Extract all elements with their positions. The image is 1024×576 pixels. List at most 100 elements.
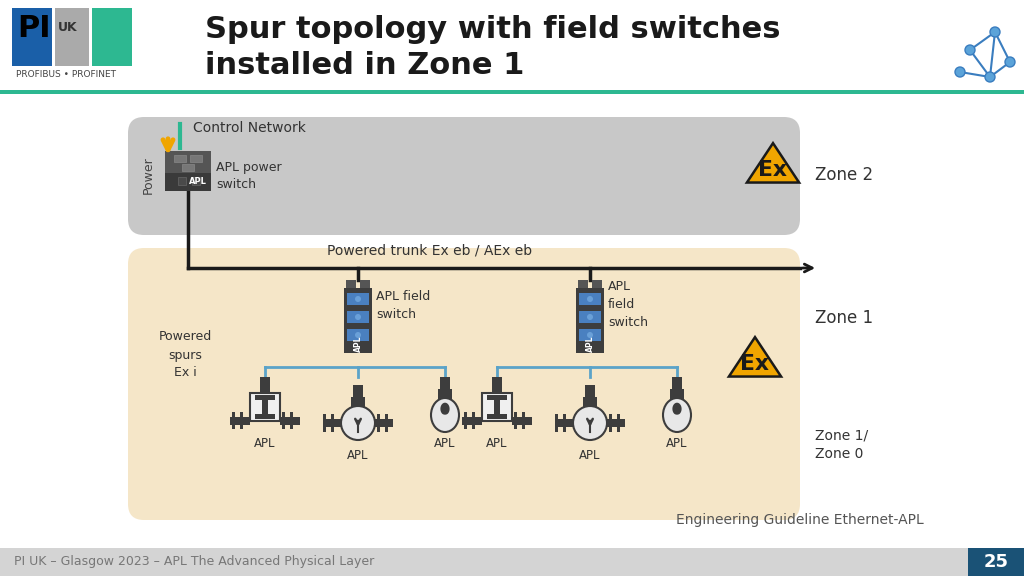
Bar [0, 90, 1024, 94]
Bar [232, 424, 234, 429]
Circle shape [573, 406, 607, 440]
Bar [351, 397, 365, 407]
Bar [670, 389, 684, 399]
Circle shape [355, 314, 361, 320]
Bar [377, 414, 380, 419]
Bar [482, 393, 512, 421]
Bar [190, 155, 202, 162]
Text: APL: APL [347, 449, 369, 462]
Bar [260, 377, 270, 393]
Bar [563, 414, 566, 419]
Text: Control Network: Control Network [193, 121, 306, 135]
Ellipse shape [431, 398, 459, 432]
Bar [555, 427, 558, 432]
Bar [323, 427, 326, 432]
Bar [331, 414, 334, 419]
Text: APL power
switch: APL power switch [216, 161, 282, 191]
Bar [250, 393, 280, 421]
Circle shape [955, 67, 965, 77]
Text: Engineering Guideline Ethernet-APL: Engineering Guideline Ethernet-APL [676, 513, 924, 527]
Circle shape [965, 45, 975, 55]
Bar [607, 419, 625, 427]
Bar [12, 8, 52, 66]
Circle shape [587, 296, 593, 302]
Bar [165, 151, 211, 173]
Circle shape [1005, 57, 1015, 67]
Bar [347, 311, 369, 323]
Text: APL: APL [667, 437, 688, 450]
Bar [487, 414, 507, 419]
FancyBboxPatch shape [128, 248, 800, 520]
Polygon shape [440, 403, 450, 415]
Text: Ex: Ex [740, 354, 769, 374]
Bar [609, 414, 612, 419]
Bar [514, 424, 517, 429]
Text: PI: PI [17, 14, 50, 43]
Text: APL: APL [189, 176, 207, 185]
Polygon shape [729, 337, 781, 377]
Bar [617, 427, 620, 432]
Bar [0, 548, 1024, 576]
Bar [968, 548, 1024, 576]
Bar [280, 417, 300, 425]
Bar [472, 424, 475, 429]
Text: PROFIBUS • PROFINET: PROFIBUS • PROFINET [16, 70, 116, 79]
Bar [464, 424, 467, 429]
Bar [512, 417, 532, 425]
Text: 25: 25 [983, 553, 1009, 571]
Bar [464, 412, 467, 417]
Bar [262, 400, 268, 414]
Text: APL: APL [434, 437, 456, 450]
Text: UK: UK [58, 21, 78, 34]
Bar [375, 419, 393, 427]
Bar [165, 173, 211, 191]
Text: Zone 1: Zone 1 [815, 309, 873, 327]
Bar [579, 293, 601, 305]
Bar [609, 427, 612, 432]
Text: APL: APL [254, 437, 275, 450]
Text: Powered
spurs
Ex i: Powered spurs Ex i [159, 331, 212, 380]
Bar [514, 412, 517, 417]
Bar [592, 280, 602, 288]
Bar [555, 414, 558, 419]
Bar [494, 400, 500, 414]
Circle shape [355, 332, 361, 338]
Bar [472, 412, 475, 417]
Bar [240, 412, 243, 417]
Bar [575, 288, 604, 353]
Bar [290, 412, 293, 417]
Bar [385, 427, 388, 432]
Bar [92, 8, 132, 66]
Bar [672, 377, 682, 389]
Bar [282, 424, 285, 429]
Circle shape [341, 406, 375, 440]
Bar [578, 280, 588, 288]
Circle shape [990, 27, 1000, 37]
Text: APL: APL [580, 449, 601, 462]
Bar [555, 419, 573, 427]
Bar [323, 419, 341, 427]
Bar [579, 311, 601, 323]
Polygon shape [673, 403, 682, 415]
Bar [255, 395, 275, 400]
Bar [385, 414, 388, 419]
Bar [282, 412, 285, 417]
Bar [174, 155, 186, 162]
Text: Spur topology with field switches
installed in Zone 1: Spur topology with field switches instal… [205, 15, 780, 80]
Bar [193, 177, 200, 185]
Bar [522, 412, 525, 417]
Bar [232, 412, 234, 417]
Text: Powered trunk Ex eb / AEx eb: Powered trunk Ex eb / AEx eb [328, 244, 532, 258]
Text: Power: Power [141, 156, 155, 194]
Bar [344, 288, 372, 353]
Bar [438, 389, 452, 399]
Bar [563, 427, 566, 432]
Text: APL: APL [353, 336, 362, 353]
Bar [347, 329, 369, 341]
Bar [182, 164, 194, 171]
Circle shape [587, 332, 593, 338]
Bar [323, 414, 326, 419]
Bar [579, 329, 601, 341]
Bar [331, 427, 334, 432]
Text: APL field
switch: APL field switch [376, 290, 430, 320]
